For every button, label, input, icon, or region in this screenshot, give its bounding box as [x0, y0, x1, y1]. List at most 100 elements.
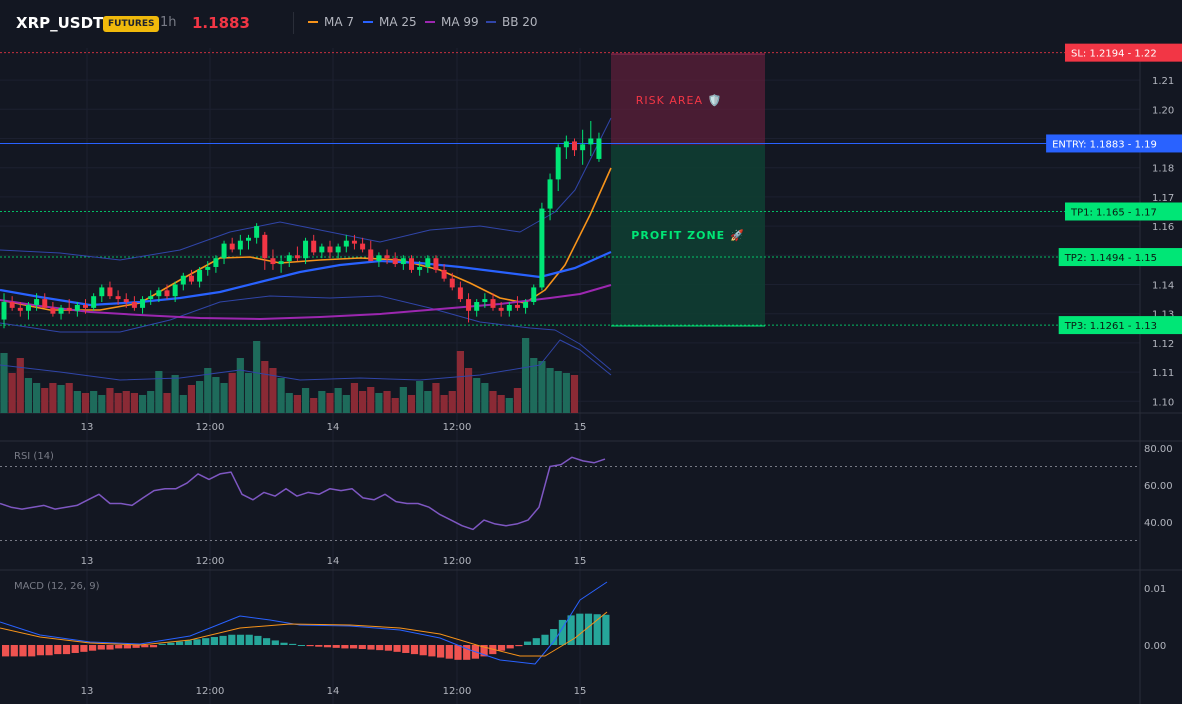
moving-averages — [0, 167, 612, 320]
price-tick: 1.14 — [1152, 281, 1174, 292]
volume-bar — [49, 383, 57, 413]
candle-body — [409, 258, 414, 270]
bollinger-bands — [0, 117, 612, 371]
macd-histogram-bar — [297, 645, 305, 646]
volume-bar — [163, 393, 171, 413]
volume-bar — [130, 393, 138, 413]
candle-body — [42, 299, 48, 308]
macd-histogram-bar — [280, 642, 288, 645]
time-tick: 12:00 — [443, 556, 472, 567]
ma99-swatch — [425, 20, 435, 23]
candle-body — [392, 258, 398, 265]
rsi-tick: 40.00 — [1144, 518, 1173, 529]
candle-body — [580, 144, 586, 151]
sl-label-bg — [1065, 43, 1182, 62]
trade-zones: RISK AREA 🛡️ PROFIT ZONE 🚀 — [611, 53, 765, 327]
timeframe-selector[interactable]: 1h — [160, 15, 177, 30]
profit-zone — [611, 145, 765, 326]
volume-bar — [57, 385, 65, 413]
candle-body — [563, 141, 569, 148]
current-price: 1.1883 — [192, 14, 250, 32]
legend-ma99[interactable]: MA 99 — [425, 15, 479, 29]
symbol-title[interactable]: XRP_USDT — [16, 14, 104, 32]
candle-body — [514, 304, 520, 308]
candle-body — [506, 304, 512, 311]
profit-zone-label: PROFIT ZONE 🚀 — [631, 229, 744, 242]
candle-body — [368, 249, 374, 262]
time-tick: 12:00 — [196, 686, 225, 697]
macd-histogram-bar — [367, 645, 375, 650]
tp1-label: TP1: 1.165 - 1.17 — [1070, 208, 1157, 219]
macd-histogram-bar — [263, 638, 271, 645]
macd-histogram-bar — [45, 645, 53, 656]
macd-histogram-bar — [2, 645, 10, 657]
risk-area-label: RISK AREA 🛡️ — [636, 94, 722, 107]
candle-body — [205, 266, 211, 270]
tp3-label-bg — [1058, 316, 1182, 335]
volume-bar — [155, 371, 163, 413]
macd-histogram-bar — [402, 645, 410, 653]
macd-histogram-bar — [80, 645, 88, 652]
header-divider — [293, 12, 294, 34]
volume-bar — [106, 388, 114, 413]
candle-body — [311, 240, 317, 253]
volume-bar — [367, 387, 375, 413]
candle-body — [123, 299, 129, 303]
candle-body — [180, 275, 186, 285]
candle-body — [246, 237, 251, 241]
bb-upper — [0, 117, 612, 261]
bb-lower — [0, 295, 612, 371]
volume-bar — [464, 368, 473, 413]
volume-bar — [196, 381, 204, 413]
macd-histogram-bar — [576, 613, 584, 645]
volume-bar — [98, 395, 106, 413]
macd-histogram-bar — [541, 634, 549, 645]
macd-histogram-bar — [36, 645, 44, 656]
candle-body — [417, 266, 423, 270]
volume-bar — [489, 391, 497, 413]
volume-bar — [350, 383, 359, 413]
price-tick: 1.17 — [1152, 193, 1174, 204]
macd-histogram-bar — [158, 643, 166, 645]
macd-histogram-bar — [393, 645, 401, 652]
volume-bar — [310, 398, 318, 413]
volume-bar — [513, 388, 522, 413]
candle-body — [115, 296, 121, 300]
macd-histogram-bar — [506, 645, 514, 649]
macd-title: MACD (12, 26, 9) — [14, 581, 100, 592]
ma25-line — [0, 250, 612, 307]
volume-bar — [147, 391, 155, 413]
volume-bar — [473, 378, 481, 413]
legend-ma25[interactable]: MA 25 — [363, 15, 417, 29]
price-axis[interactable]: 1.211.201.191.181.171.161.151.141.131.12… — [1152, 76, 1174, 408]
time-tick: 13 — [81, 422, 94, 433]
candle-body — [197, 269, 203, 282]
candle-body — [229, 243, 235, 250]
level-badges: SL: 1.2194 - 1.22 ENTRY: 1.1883 - 1.19 TP1… — [1046, 43, 1182, 335]
time-tick: 14 — [327, 422, 340, 433]
macd-histogram-bar — [236, 634, 245, 645]
time-tick: 13 — [81, 556, 94, 567]
volume-bar — [244, 373, 253, 413]
rsi-line — [0, 456, 606, 531]
volume-bar — [16, 358, 24, 413]
macd-histogram-bar — [132, 645, 140, 648]
candle-body — [188, 275, 194, 282]
candle-body — [164, 290, 170, 297]
volume-bar — [8, 373, 16, 413]
macd-histogram-bar — [584, 613, 593, 645]
legend-bb20[interactable]: BB 20 — [486, 15, 538, 29]
price-tick: 1.20 — [1152, 105, 1174, 116]
macd-histogram-bar — [245, 634, 253, 645]
volume-bar — [505, 398, 513, 413]
macd-tick: 0.00 — [1144, 641, 1166, 652]
volume-bar — [432, 383, 440, 413]
macd-histogram-bar — [497, 645, 506, 651]
candle-body — [596, 138, 602, 159]
macd-histogram-bar — [315, 645, 323, 647]
candle-body — [17, 307, 23, 311]
candle-body — [66, 307, 72, 311]
candle-body — [221, 243, 227, 259]
legend-ma7[interactable]: MA 7 — [308, 15, 354, 29]
